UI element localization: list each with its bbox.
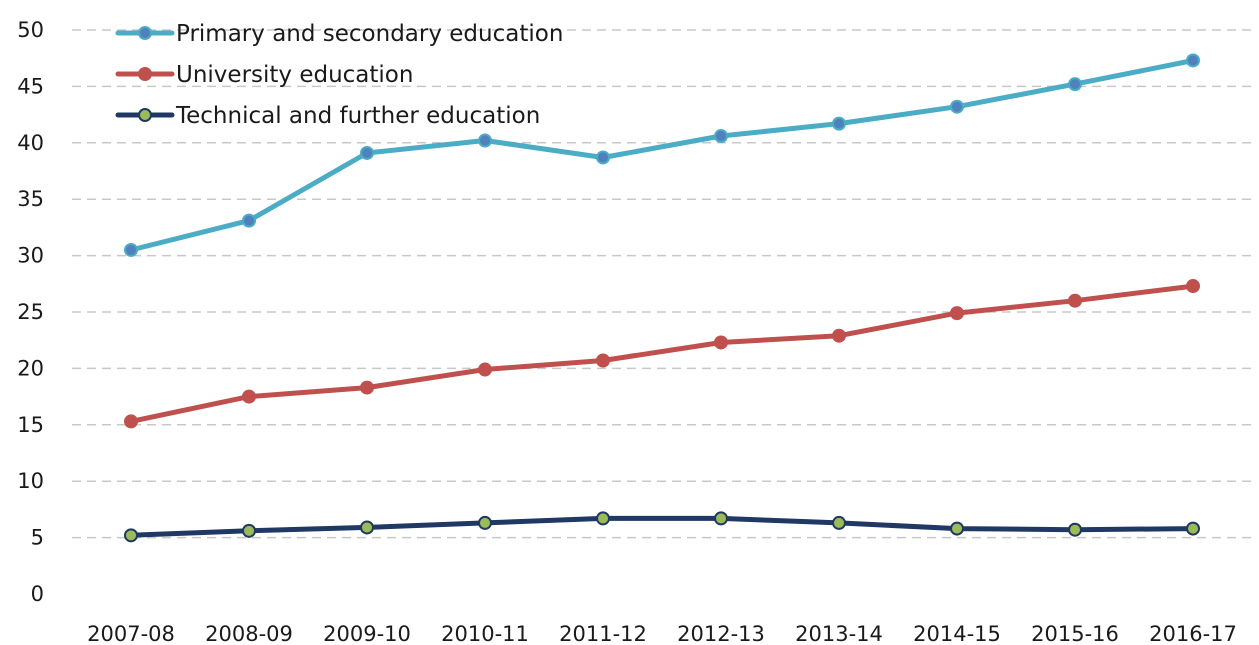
legend-item: Technical and further education (115, 103, 540, 129)
x-tick-label: 2014-15 (913, 622, 1001, 645)
y-tick-label: 35 (17, 187, 44, 211)
x-tick-label: 2016-17 (1149, 622, 1237, 645)
data-point (478, 133, 492, 148)
x-tick-label: 2009-10 (323, 622, 411, 645)
legend-label: University education (176, 62, 413, 88)
data-point (714, 511, 728, 526)
data-point (360, 145, 374, 160)
data-point (1186, 521, 1200, 536)
x-tick-label: 2012-13 (677, 622, 765, 645)
y-tick-label: 30 (17, 244, 44, 268)
y-tick-label: 20 (17, 356, 44, 380)
y-tick-label: 0 (31, 582, 44, 606)
y-tick-label: 10 (17, 469, 44, 493)
y-axis-ticks: 0 5 10 15 20 25 30 35 40 45 50 (17, 18, 44, 606)
data-point (596, 511, 610, 526)
x-tick-label: 2011-12 (559, 622, 647, 645)
data-point (1068, 293, 1082, 308)
data-point (596, 150, 610, 165)
data-point (950, 99, 964, 114)
series-1 (124, 53, 1200, 257)
y-tick-label: 40 (17, 131, 44, 155)
data-point (1186, 279, 1200, 294)
legend-marker (138, 67, 152, 81)
data-point (124, 528, 138, 543)
data-point (1186, 53, 1200, 68)
data-point (832, 515, 846, 530)
x-tick-label: 2007-08 (87, 622, 175, 645)
y-tick-label: 25 (17, 300, 44, 324)
series-2 (124, 279, 1200, 429)
series-line (128, 515, 1196, 538)
data-point (596, 353, 610, 368)
legend: Primary and secondary education Universit… (115, 21, 563, 129)
data-point (242, 213, 256, 228)
y-tick-label: 45 (17, 74, 44, 98)
x-tick-label: 2008-09 (205, 622, 293, 645)
series-line (128, 58, 1196, 253)
gridlines (72, 29, 1252, 539)
data-point (1068, 522, 1082, 537)
data-point (478, 515, 492, 530)
data-point (478, 362, 492, 377)
legend-marker (138, 108, 152, 122)
x-tick-label: 2015-16 (1031, 622, 1119, 645)
y-tick-label: 50 (17, 18, 44, 42)
data-point (1068, 77, 1082, 92)
x-axis-ticks: 2007-08 2008-09 2009-10 2010-11 2011-12 2012-… (87, 622, 1237, 645)
data-point (124, 414, 138, 429)
data-point (360, 520, 374, 535)
series-3 (124, 511, 1200, 543)
data-point (242, 523, 256, 538)
legend-label: Primary and secondary education (176, 21, 563, 47)
data-point (714, 335, 728, 350)
data-point (832, 116, 846, 131)
data-point (124, 242, 138, 257)
x-tick-label: 2010-11 (441, 622, 529, 645)
data-point (714, 129, 728, 144)
data-point (360, 380, 374, 395)
data-point (950, 521, 964, 536)
legend-marker (138, 26, 152, 40)
series-line (128, 283, 1196, 424)
y-tick-label: 5 (31, 526, 44, 550)
x-tick-label: 2013-14 (795, 622, 883, 645)
y-tick-label: 15 (17, 413, 44, 437)
legend-label: Technical and further education (175, 103, 540, 129)
data-point (950, 306, 964, 321)
legend-item: University education (115, 62, 413, 88)
legend-item: Primary and secondary education (115, 21, 563, 47)
data-point (242, 389, 256, 404)
series-group (124, 53, 1200, 543)
data-point (832, 328, 846, 343)
